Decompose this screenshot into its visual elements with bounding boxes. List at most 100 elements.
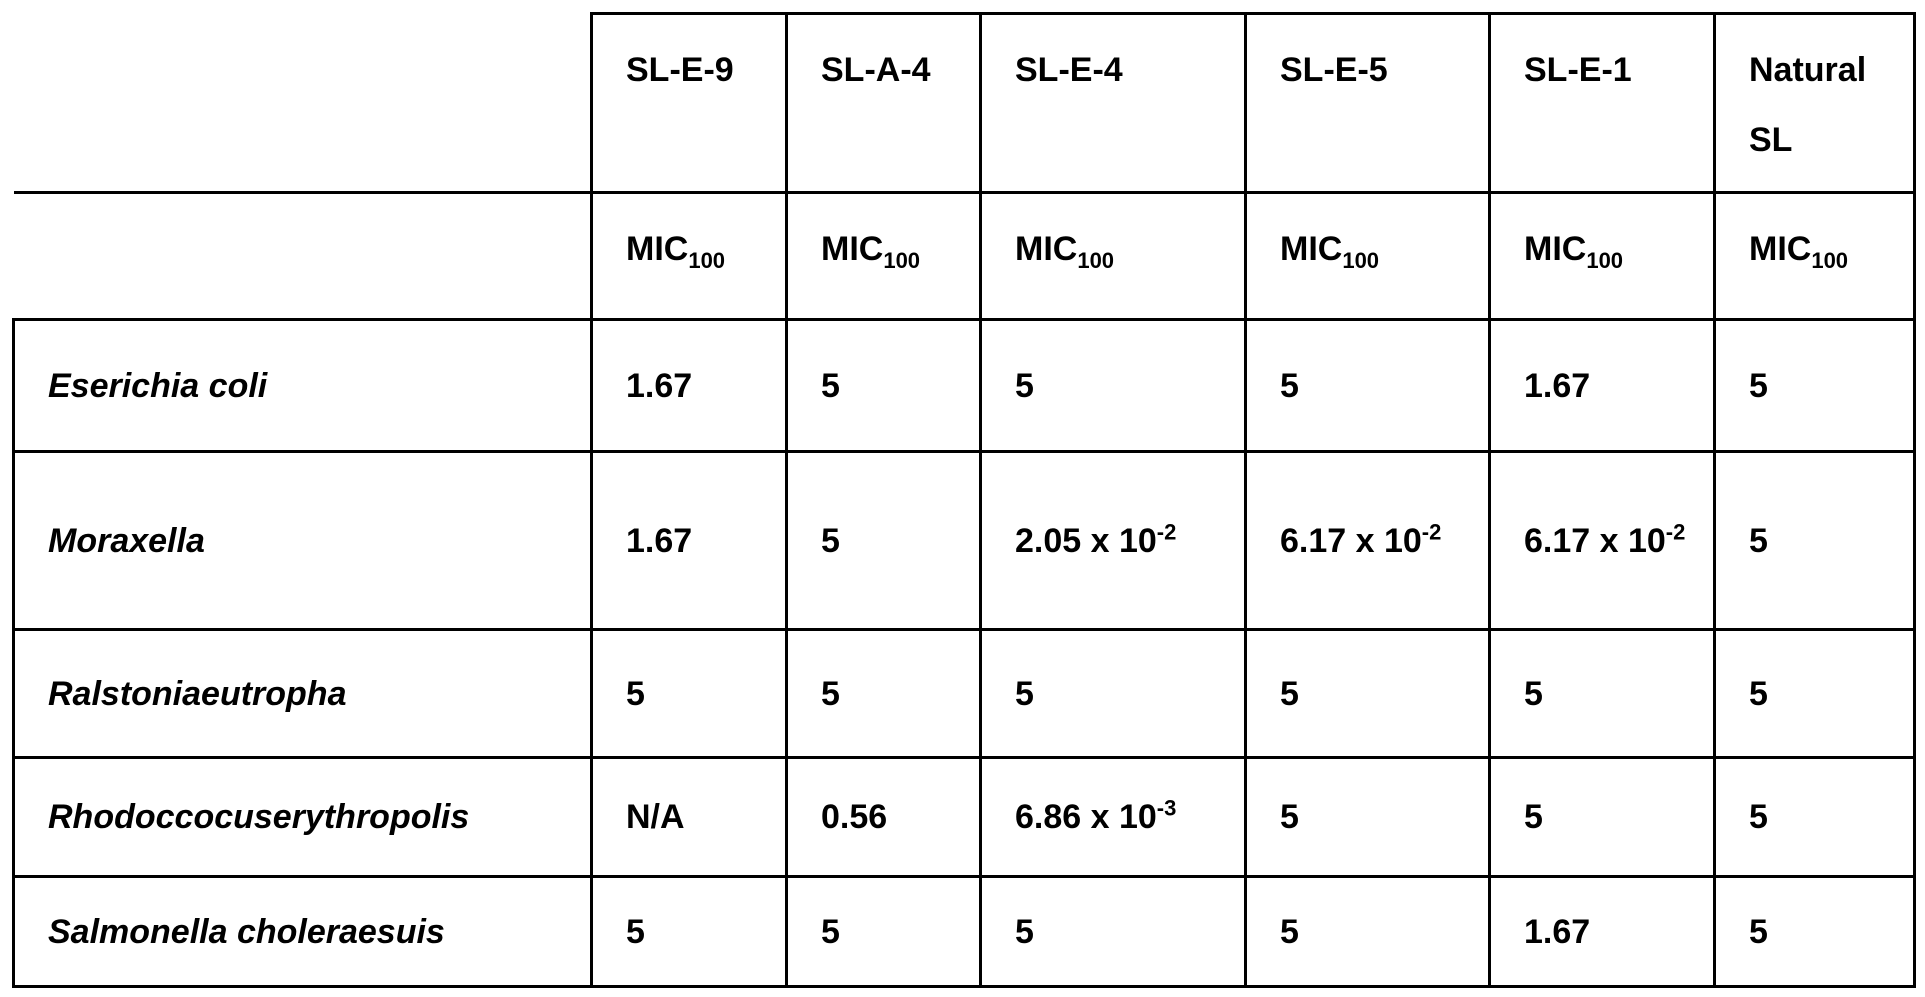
column-name: Natural SL bbox=[1749, 51, 1866, 159]
cell-text: 5 bbox=[1015, 913, 1034, 951]
value-cell: 5 bbox=[981, 877, 1246, 987]
organism-cell: Salmonella choleraesuis bbox=[14, 877, 592, 987]
value-cell: 5 bbox=[1715, 452, 1915, 630]
cell-text: 5 bbox=[1015, 675, 1034, 713]
subscript: 100 bbox=[688, 248, 725, 273]
value-cell: N/A bbox=[592, 758, 787, 877]
value-cell: 5 bbox=[592, 877, 787, 987]
cell-text: MIC bbox=[1015, 230, 1077, 268]
value-cell: 5 bbox=[1246, 320, 1490, 452]
organism-name: Salmonella choleraesuis bbox=[48, 913, 445, 951]
cell-text: 5 bbox=[626, 675, 645, 713]
value-cell: 6.17 x 10-2 bbox=[1490, 452, 1715, 630]
organism-cell: Rhodoccocuserythropolis bbox=[14, 758, 592, 877]
cell-text: 5 bbox=[1524, 675, 1543, 713]
cell-text: 6.17 x 10 bbox=[1280, 522, 1422, 560]
value-cell: 5 bbox=[787, 877, 981, 987]
column-header: SL-E-1 bbox=[1490, 14, 1715, 193]
value-cell: 5 bbox=[1246, 877, 1490, 987]
cell-text: 5 bbox=[821, 522, 840, 560]
cell-text: 5 bbox=[1524, 798, 1543, 836]
data-row: Moraxella1.6752.05 x 10-26.17 x 10-26.17… bbox=[14, 452, 1915, 630]
column-name: SL-E-5 bbox=[1280, 51, 1388, 89]
value-cell: 5 bbox=[1246, 630, 1490, 758]
organism-name: Eserichia coli bbox=[48, 367, 267, 405]
value-cell: 5 bbox=[1715, 630, 1915, 758]
cell-text: 5 bbox=[1749, 798, 1768, 836]
cell-text: MIC bbox=[821, 230, 883, 268]
value-cell: 6.86 x 10-3 bbox=[981, 758, 1246, 877]
unit-row: MIC100MIC100MIC100MIC100MIC100MIC100 bbox=[14, 193, 1915, 320]
unit-cell: MIC100 bbox=[1490, 193, 1715, 320]
cell-text: 5 bbox=[1749, 522, 1768, 560]
value-cell: 1.67 bbox=[1490, 320, 1715, 452]
column-name: SL-E-4 bbox=[1015, 51, 1123, 89]
subscript: 100 bbox=[883, 248, 920, 273]
corner-cell bbox=[14, 193, 592, 320]
cell-text: 6.17 x 10 bbox=[1524, 522, 1666, 560]
data-row: Rhodoccocuserythropolis N/A 0.56 6.86 x 10-… bbox=[14, 758, 1915, 877]
subscript: 100 bbox=[1586, 248, 1623, 273]
cell-text: 1.67 bbox=[1524, 367, 1590, 405]
value-cell: 0.56 bbox=[787, 758, 981, 877]
column-header: SL-E-5 bbox=[1246, 14, 1490, 193]
cell-text: 5 bbox=[1280, 798, 1299, 836]
organism-name: Moraxella bbox=[48, 522, 205, 560]
value-cell: 2.05 x 10-2 bbox=[981, 452, 1246, 630]
data-row: Ralstoniaeutropha555555 bbox=[14, 630, 1915, 758]
value-cell: 1.67 bbox=[1490, 877, 1715, 987]
cell-text: 5 bbox=[821, 675, 840, 713]
column-header: SL-A-4 bbox=[787, 14, 981, 193]
cell-text: 5 bbox=[1280, 913, 1299, 951]
value-cell: 5 bbox=[787, 320, 981, 452]
superscript: -2 bbox=[1422, 519, 1442, 544]
cell-text: MIC bbox=[626, 230, 688, 268]
cell-text: 6.86 x 10 bbox=[1015, 798, 1157, 836]
cell-text: 1.67 bbox=[626, 522, 692, 560]
subscript: 100 bbox=[1077, 248, 1114, 273]
value-cell: 5 bbox=[1715, 758, 1915, 877]
cell-text: 5 bbox=[626, 913, 645, 951]
column-name: SL-E-1 bbox=[1524, 51, 1632, 89]
cell-text: MIC bbox=[1524, 230, 1586, 268]
cell-text: 0.56 bbox=[821, 798, 887, 836]
data-table: SL-E-9SL-A-4SL-E-4SL-E-5SL-E-1Natural SL… bbox=[12, 12, 1916, 988]
column-header: Natural SL bbox=[1715, 14, 1915, 193]
cell-text: 5 bbox=[821, 913, 840, 951]
corner-cell bbox=[14, 14, 592, 193]
superscript: -3 bbox=[1157, 796, 1177, 821]
cell-text: 5 bbox=[821, 367, 840, 405]
value-cell: 5 bbox=[592, 630, 787, 758]
organism-name: Ralstoniaeutropha bbox=[48, 675, 346, 713]
value-cell: 5 bbox=[1490, 758, 1715, 877]
cell-text: 5 bbox=[1280, 367, 1299, 405]
organism-cell: Moraxella bbox=[14, 452, 592, 630]
organism-cell: Ralstoniaeutropha bbox=[14, 630, 592, 758]
column-header: SL-E-4 bbox=[981, 14, 1246, 193]
cell-text: 5 bbox=[1749, 367, 1768, 405]
superscript: -2 bbox=[1666, 519, 1686, 544]
value-cell: 5 bbox=[1715, 320, 1915, 452]
cell-text: 1.67 bbox=[1524, 913, 1590, 951]
unit-cell: MIC100 bbox=[787, 193, 981, 320]
value-cell: 5 bbox=[787, 630, 981, 758]
unit-cell: MIC100 bbox=[1246, 193, 1490, 320]
value-cell: 5 bbox=[1490, 630, 1715, 758]
value-cell: 5 bbox=[787, 452, 981, 630]
cell-text: 5 bbox=[1749, 675, 1768, 713]
unit-cell: MIC100 bbox=[1715, 193, 1915, 320]
value-cell: 6.17 x 10-2 bbox=[1246, 452, 1490, 630]
cell-text: MIC bbox=[1749, 230, 1811, 268]
cell-text: MIC bbox=[1280, 230, 1342, 268]
value-cell: 5 bbox=[981, 320, 1246, 452]
value-cell: 5 bbox=[1715, 877, 1915, 987]
subscript: 100 bbox=[1342, 248, 1379, 273]
cell-text: 5 bbox=[1015, 367, 1034, 405]
page: SL-E-9SL-A-4SL-E-4SL-E-5SL-E-1Natural SL… bbox=[0, 0, 1925, 997]
cell-text: N/A bbox=[626, 798, 685, 836]
data-row: Salmonella choleraesuis 5 5 5 5 1.67 5 bbox=[14, 877, 1915, 987]
unit-cell: MIC100 bbox=[981, 193, 1246, 320]
cell-text: 1.67 bbox=[626, 367, 692, 405]
value-cell: 1.67 bbox=[592, 320, 787, 452]
cell-text: 5 bbox=[1749, 913, 1768, 951]
